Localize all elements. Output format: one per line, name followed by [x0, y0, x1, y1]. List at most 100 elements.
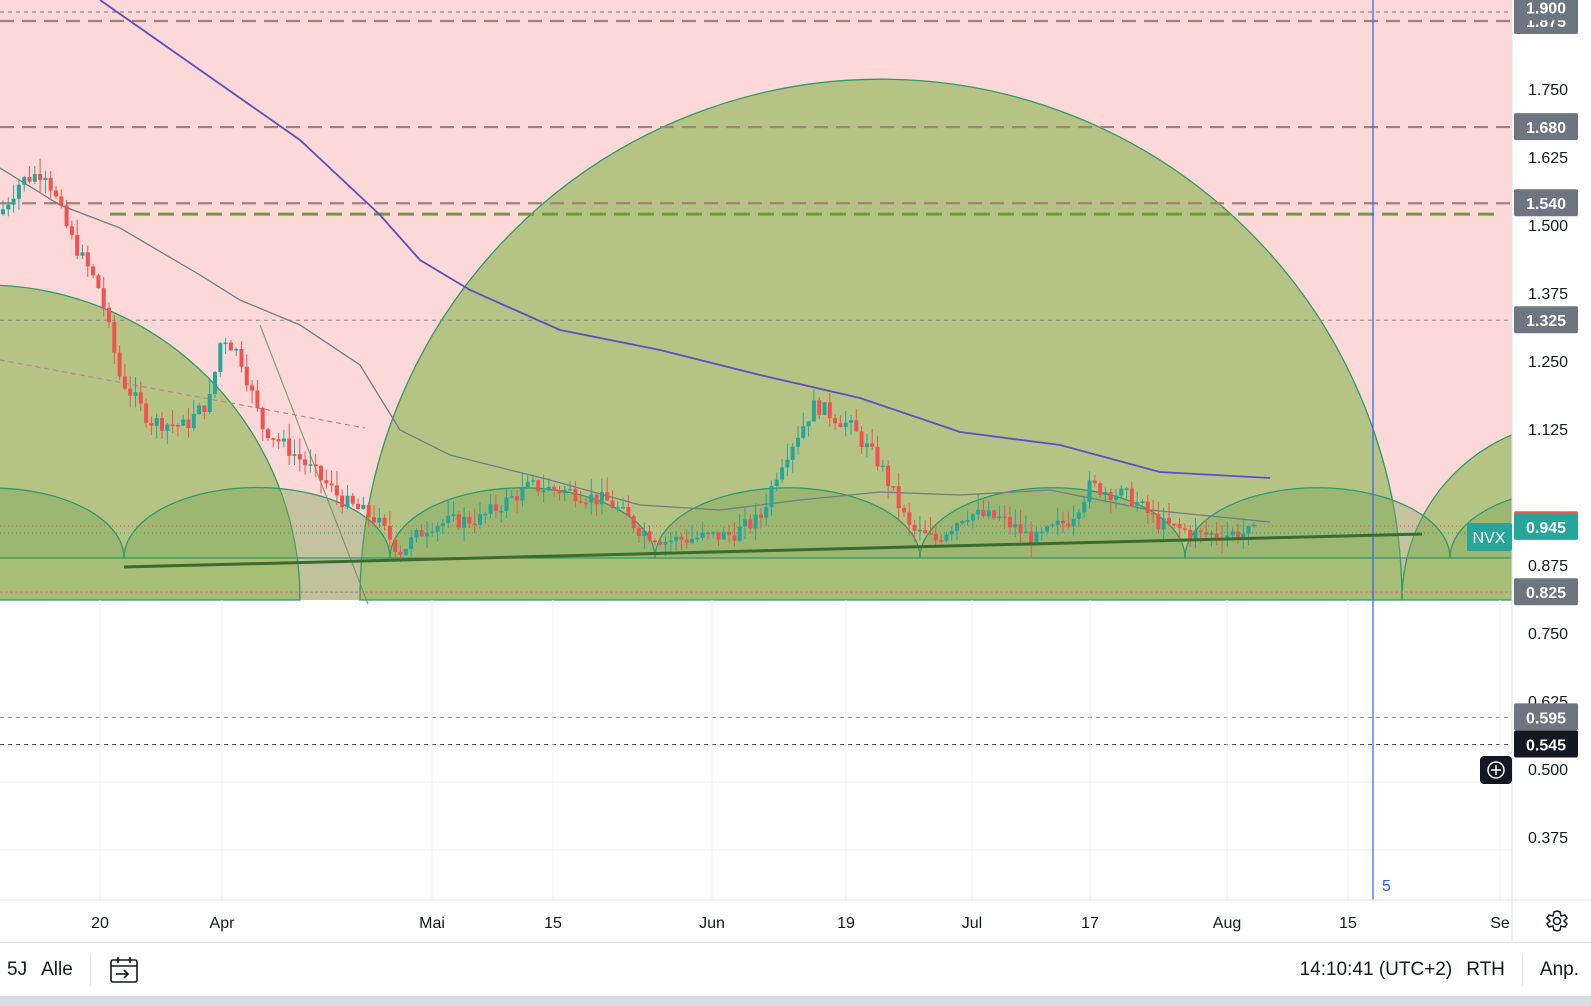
candle-body — [647, 530, 652, 541]
time-tick-label: Jun — [699, 915, 725, 932]
candle-body — [160, 418, 164, 431]
candle-body — [509, 496, 514, 498]
candle-body — [361, 504, 366, 510]
symbol-badge[interactable]: NVX — [1467, 523, 1512, 551]
candle-body — [1008, 516, 1012, 528]
candle-body — [774, 479, 779, 487]
candle-body — [483, 513, 488, 516]
candle-body — [811, 400, 816, 422]
candle-body — [430, 531, 435, 534]
candle-body — [287, 438, 292, 456]
range-5y-button[interactable]: 5J — [7, 959, 28, 980]
candle-body — [1140, 501, 1145, 503]
adjust-button[interactable]: Anp. — [1539, 959, 1579, 980]
candle-body — [297, 454, 302, 460]
clock-time[interactable]: 14:10:41 (UTC+2) — [1299, 959, 1453, 980]
candle-body — [1246, 525, 1251, 534]
candle-body — [382, 517, 387, 526]
candle-body — [748, 519, 753, 529]
candle-body — [721, 531, 726, 540]
candle-body — [313, 464, 318, 467]
candle-body — [244, 366, 249, 386]
candle-body — [933, 533, 938, 541]
toolbar-divider — [89, 954, 91, 986]
candle-body — [652, 540, 657, 543]
candle-body — [419, 529, 424, 537]
level-badge-text: 0.595 — [1526, 710, 1566, 727]
candle-body — [992, 510, 997, 519]
candle-body — [43, 177, 48, 181]
candle-body — [170, 424, 175, 426]
candle-body — [584, 502, 588, 505]
candle-body — [138, 392, 143, 404]
candle-body — [223, 342, 228, 345]
candle-body — [350, 495, 355, 504]
candle-body — [1108, 491, 1113, 500]
last-price-badge — [1514, 513, 1578, 540]
candle-body — [573, 488, 578, 502]
candle-body — [960, 521, 965, 524]
candle-body — [1161, 518, 1166, 530]
candle-body — [531, 480, 535, 482]
candle-body — [276, 439, 281, 442]
candle-body — [912, 524, 917, 531]
candle-body — [1092, 480, 1097, 484]
time-tick-label: 15 — [544, 915, 562, 932]
candle-body — [345, 495, 350, 508]
candle-body — [340, 495, 345, 508]
price-chart[interactable]: 1.750 1.625 1.500 1.375 1.250 1.125 0.875 0.750… — [0, 0, 1591, 942]
candle-body — [790, 446, 795, 460]
candle-body — [1177, 523, 1182, 529]
candle-body — [409, 537, 414, 549]
session-rth-button[interactable]: RTH — [1466, 959, 1505, 980]
candle-body — [255, 390, 260, 408]
candle-body — [594, 494, 599, 505]
candle-body — [1039, 531, 1044, 534]
candle-body — [197, 405, 202, 415]
candle-body — [319, 466, 323, 481]
crosshair-plus-circle-icon[interactable] — [1480, 756, 1512, 784]
candle-body — [398, 551, 403, 556]
candle-body — [1156, 513, 1161, 530]
candle-body — [668, 540, 673, 543]
price-tick-label: 0.875 — [1528, 558, 1568, 575]
time-axis[interactable]: 20 Apr Mai 15 Jun 19 Jul 17 Aug 15 Se — [91, 915, 1510, 932]
toolbar-divider — [1521, 954, 1523, 986]
candle-body — [1235, 531, 1240, 539]
candle-body — [128, 388, 133, 396]
candle-body — [1167, 518, 1171, 524]
candle-body — [27, 177, 32, 182]
range-all-button[interactable]: Alle — [41, 959, 73, 980]
support-trendline — [123, 532, 1423, 569]
candle-body — [1188, 529, 1193, 539]
candle-body — [154, 418, 159, 426]
moving-average-long — [99, 0, 1271, 479]
time-tick-label: 17 — [1081, 915, 1099, 932]
candle-body — [827, 402, 832, 419]
time-tick-label: 20 — [91, 915, 109, 932]
small-cycle-arc — [0, 487, 125, 559]
candle-body — [239, 348, 244, 367]
candle-body — [690, 538, 694, 543]
bottom-toolbar: 5J Alle 14:10:41 (UTC+2) RTH Anp. — [0, 942, 1591, 997]
candle-body — [1145, 501, 1150, 513]
candle-body — [472, 523, 477, 526]
candle-body — [334, 485, 339, 496]
candle-body — [700, 532, 705, 538]
calendar-arrow-icon[interactable] — [101, 955, 149, 985]
candle-body — [557, 490, 562, 494]
candle-body — [605, 492, 610, 501]
candle-body — [191, 414, 196, 429]
candle-body — [727, 531, 732, 536]
level-badge-text: 0.825 — [1526, 585, 1566, 602]
level-badge — [1514, 113, 1578, 141]
settings-gear-icon[interactable] — [1546, 910, 1568, 932]
candle-body — [101, 288, 106, 308]
candle-body — [695, 537, 700, 540]
candle-body — [425, 533, 429, 537]
price-axis[interactable]: 1.750 1.625 1.500 1.375 1.250 1.125 0.875 0.750… — [1528, 82, 1568, 847]
candle-body — [1129, 488, 1134, 506]
level-badge — [1514, 306, 1578, 334]
candle-body — [817, 400, 822, 415]
candle-body — [478, 514, 482, 525]
